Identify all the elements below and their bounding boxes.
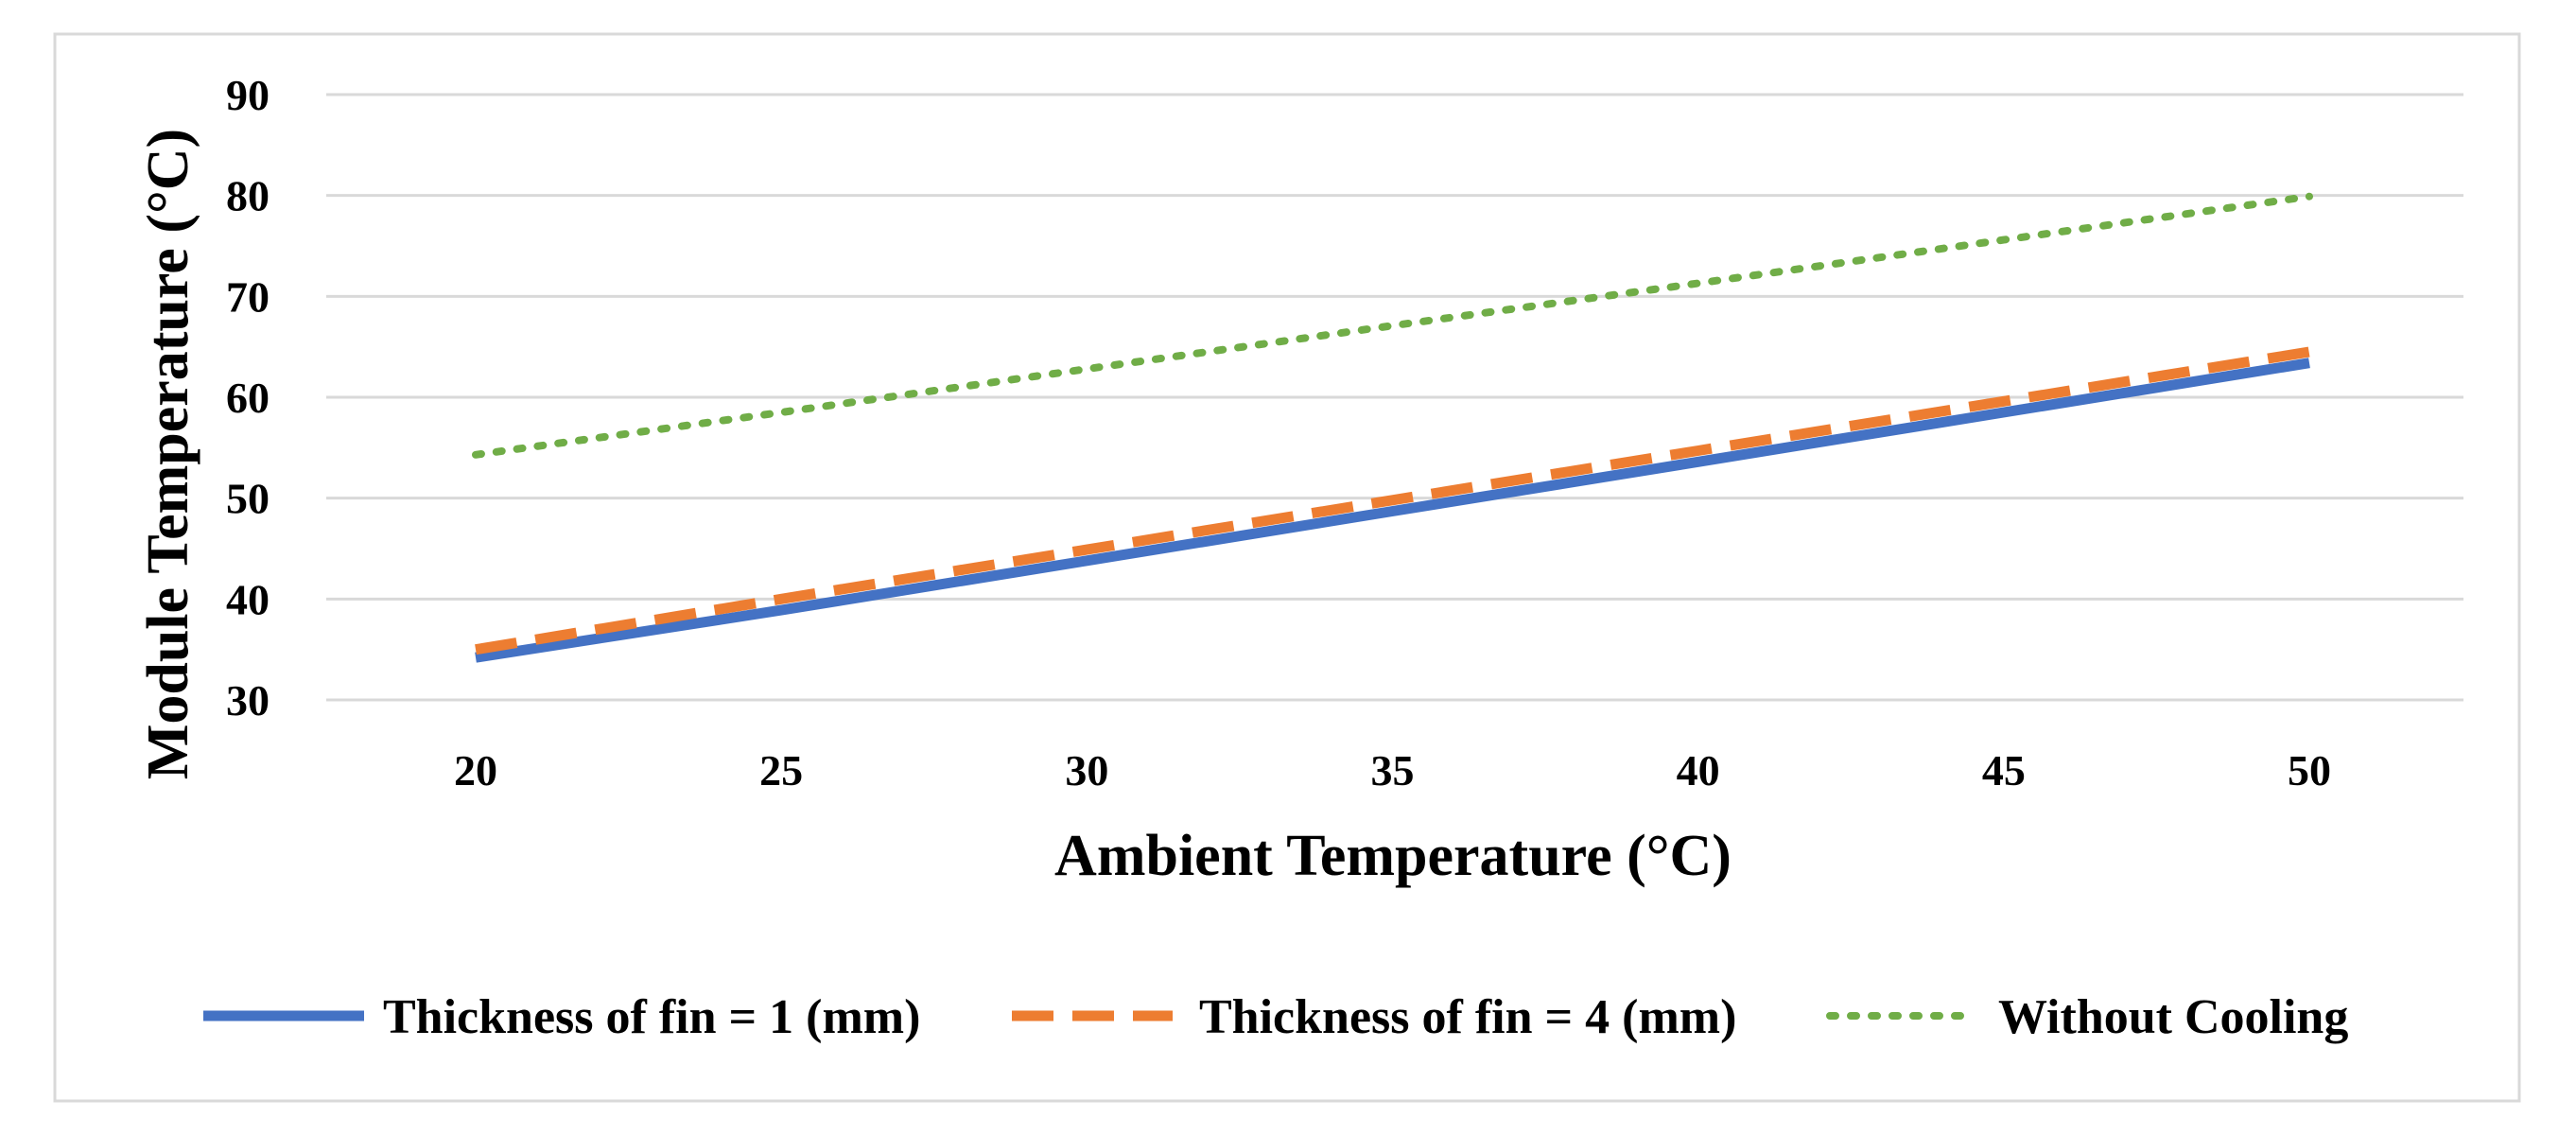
legend-label-3: Without Cooling [1998, 990, 2348, 1044]
y-tick-label: 80 [226, 172, 270, 220]
gridlines [326, 93, 2463, 702]
x-tick-label: 50 [2288, 746, 2331, 794]
x-tick-label: 20 [454, 746, 497, 794]
y-tick-label: 50 [226, 475, 270, 523]
series-line-2 [475, 346, 2310, 655]
y-tick-label: 40 [226, 575, 270, 623]
x-tick-label: 35 [1371, 746, 1415, 794]
y-axis-title: Module Temperature (°C) [136, 129, 200, 779]
series-line-3 [472, 192, 2313, 459]
x-tick-label: 30 [1065, 746, 1108, 794]
y-axis-ticks: 30 40 50 60 70 80 90 [226, 71, 270, 725]
chart-area-border [53, 32, 2521, 1103]
legend-label-2: Thickness of fin = 4 (mm) [1199, 990, 1736, 1044]
y-tick-label: 60 [226, 374, 270, 422]
legend-label-1: Thickness of fin = 1 (mm) [383, 990, 920, 1044]
y-tick-label: 30 [226, 676, 270, 725]
series-line-1 [475, 358, 2310, 663]
x-tick-label: 40 [1677, 746, 1720, 794]
x-tick-label: 25 [759, 746, 803, 794]
x-axis-ticks: 20 25 30 35 40 45 50 [454, 746, 2331, 794]
y-tick-label: 70 [226, 272, 270, 321]
x-tick-label: 45 [1982, 746, 2026, 794]
x-axis-title: Ambient Temperature (°C) [1054, 824, 1732, 888]
series-lines [472, 192, 2313, 663]
legend: Thickness of fin = 1 (mm) Thickness of fi… [203, 990, 2348, 1044]
y-tick-label: 90 [226, 71, 270, 119]
